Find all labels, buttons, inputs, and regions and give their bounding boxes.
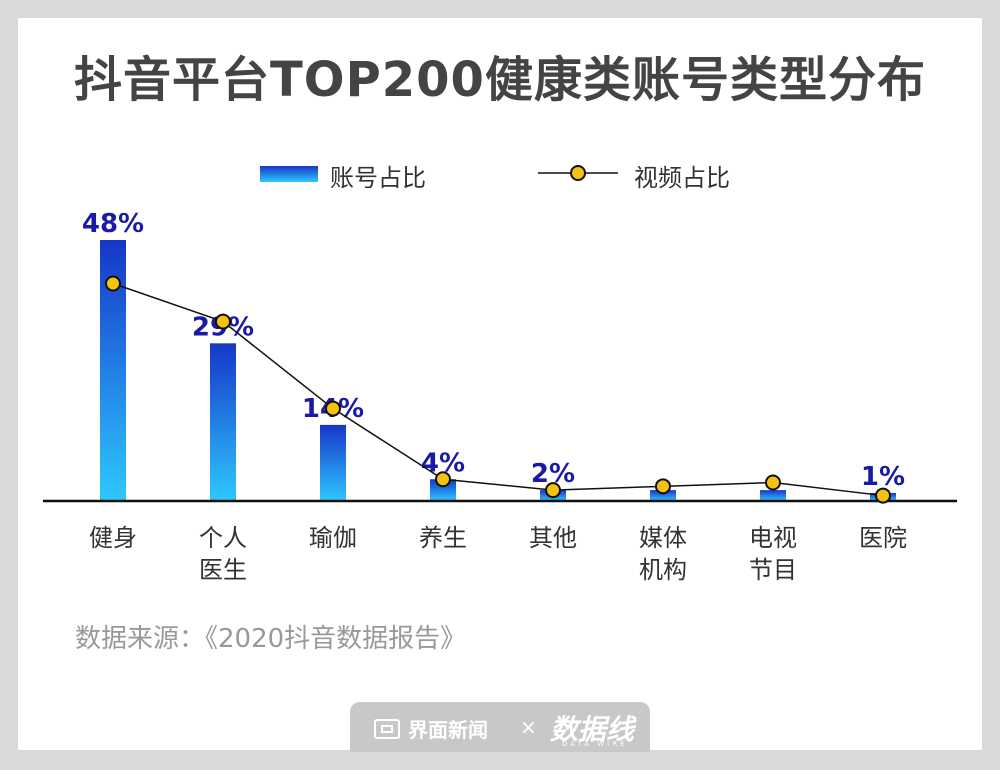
line-point-2 [325, 400, 341, 417]
bar-6 [760, 490, 786, 501]
bar-3 [430, 479, 456, 501]
brand-datawire-sub: DATA WIRE [562, 740, 628, 748]
line-point-1 [215, 313, 231, 330]
brand-jiemian: 界面新闻 [374, 714, 488, 743]
footer-branding: 界面新闻 × 数据线 DATA WIRE [350, 702, 650, 752]
line-point-4 [545, 482, 561, 499]
line-point-3 [435, 471, 451, 488]
category-label-3: 养生 [419, 524, 467, 552]
category-label-1: 医生 [199, 556, 247, 584]
category-label-0: 健身 [89, 524, 137, 552]
line-point-7 [875, 487, 891, 504]
brand-jiemian-text: 界面新闻 [408, 718, 488, 742]
legend-line-swatch [538, 165, 618, 181]
series-line [112, 282, 884, 497]
bar-2 [320, 424, 346, 501]
chart-title: 抖音平台TOP200健康类账号类型分布 [74, 52, 926, 108]
category-label-1: 个人 [199, 524, 247, 552]
brand-cross: × [520, 715, 537, 739]
category-label-6: 电视 [749, 524, 797, 552]
data-label-7: 1% [861, 462, 905, 492]
chart-legend: 账号占比 视频占比 [0, 158, 1000, 192]
newspaper-icon [374, 718, 400, 739]
category-label-4: 其他 [529, 524, 577, 552]
category-label-7: 医院 [859, 524, 907, 552]
bar-5 [650, 490, 676, 501]
category-label-5: 媒体 [639, 524, 687, 552]
legend-label-line: 视频占比 [634, 164, 730, 192]
brand-datawire: 数据线 [550, 713, 635, 746]
line-point-0 [105, 275, 121, 292]
bar-1 [210, 343, 236, 501]
data-label-0: 48% [82, 209, 144, 239]
legend-label-bar: 账号占比 [330, 164, 426, 192]
data-source: 数据来源：《2020抖音数据报告》 [75, 624, 467, 654]
category-label-6: 节目 [749, 556, 797, 584]
line-point-6 [765, 474, 781, 491]
legend-bar-swatch [260, 166, 318, 182]
category-label-2: 瑜伽 [309, 524, 357, 552]
category-label-5: 机构 [639, 556, 687, 584]
chart-card [18, 18, 982, 750]
line-point-5 [655, 478, 671, 495]
